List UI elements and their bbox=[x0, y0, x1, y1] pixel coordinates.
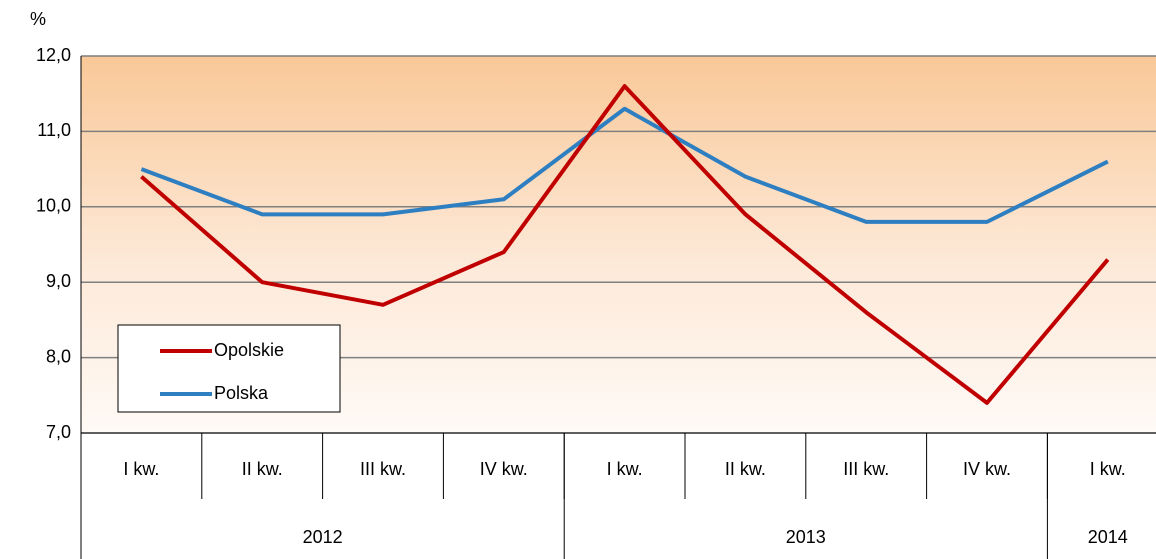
x-tick-label: II kw. bbox=[242, 459, 283, 479]
x-tick-label: IV kw. bbox=[480, 459, 528, 479]
x-tick-label: III kw. bbox=[843, 459, 889, 479]
y-tick-label: 9,0 bbox=[46, 271, 71, 291]
y-tick-label: 11,0 bbox=[37, 120, 71, 140]
x-tick-label: I kw. bbox=[607, 459, 643, 479]
legend-label: Polska bbox=[214, 383, 269, 403]
y-tick-label: 8,0 bbox=[46, 346, 71, 366]
x-tick-label: I kw. bbox=[1090, 459, 1126, 479]
y-tick-label: 12,0 bbox=[36, 45, 71, 65]
x-tick-label: III kw. bbox=[360, 459, 406, 479]
legend-label: Opolskie bbox=[214, 340, 284, 360]
x-tick-label: I kw. bbox=[123, 459, 159, 479]
y-unit: % bbox=[30, 9, 46, 29]
group-label: 2014 bbox=[1088, 527, 1128, 547]
y-tick-label: 7,0 bbox=[46, 422, 71, 442]
legend-box bbox=[117, 324, 341, 413]
series-line bbox=[140, 106, 1109, 224]
y-tick-label: 10,0 bbox=[36, 196, 71, 216]
x-tick-label: IV kw. bbox=[963, 459, 1011, 479]
x-tick-label: II kw. bbox=[725, 459, 766, 479]
series-line bbox=[140, 84, 1110, 405]
group-label: 2013 bbox=[786, 527, 826, 547]
group-label: 2012 bbox=[303, 527, 343, 547]
